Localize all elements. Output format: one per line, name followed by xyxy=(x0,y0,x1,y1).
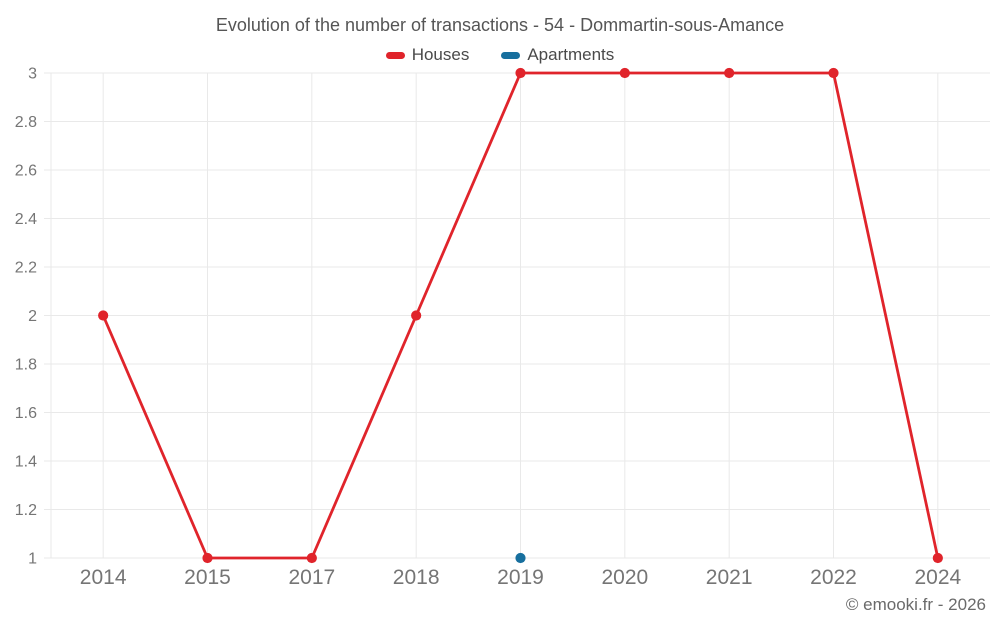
x-axis-label: 2024 xyxy=(914,566,961,589)
legend-label-houses: Houses xyxy=(411,45,470,64)
x-axis-label: 2021 xyxy=(706,566,753,589)
x-axis-label: 2015 xyxy=(184,566,231,589)
data-point-houses[interactable] xyxy=(828,67,839,79)
chart-title: Evolution of the number of transactions … xyxy=(215,15,785,35)
y-axis-label: 2.2 xyxy=(15,260,37,277)
copyright-text: © emooki.fr - 2026 xyxy=(845,595,986,614)
y-axis-label: 2.4 xyxy=(15,211,37,228)
legend-item-apartments[interactable]: Apartments xyxy=(501,45,614,65)
y-axis-label: 1.4 xyxy=(15,454,37,471)
x-axis-label: 2022 xyxy=(810,566,857,589)
data-point-houses[interactable] xyxy=(98,310,109,321)
data-point-houses[interactable] xyxy=(306,552,317,564)
x-axis-label: 2017 xyxy=(288,566,335,589)
y-axis-label: 1.6 xyxy=(15,405,37,422)
apartments-series-swatch xyxy=(501,51,521,59)
x-axis-label: 2020 xyxy=(601,566,648,589)
houses-series-swatch xyxy=(385,51,405,59)
y-axis-label: 1.8 xyxy=(15,357,37,374)
data-point-houses[interactable] xyxy=(932,552,943,564)
x-axis-label: 2018 xyxy=(393,566,440,589)
legend-label-apartments: Apartments xyxy=(527,45,615,64)
legend-item-houses[interactable]: Houses xyxy=(385,45,470,65)
y-axis-label: 2.8 xyxy=(15,114,37,131)
data-point-apartments[interactable] xyxy=(515,552,526,564)
chart-legend: Houses Apartments xyxy=(0,45,1000,65)
data-point-houses[interactable] xyxy=(411,310,422,321)
y-axis-label: 3 xyxy=(28,66,37,83)
data-point-houses[interactable] xyxy=(619,67,630,79)
y-axis-label: 1.2 xyxy=(15,502,37,519)
x-axis-label: 2014 xyxy=(80,566,127,589)
data-point-houses[interactable] xyxy=(515,67,526,79)
y-axis-label: 2 xyxy=(28,308,37,325)
y-axis-label: 2.6 xyxy=(15,163,37,180)
data-point-houses[interactable] xyxy=(724,67,735,79)
x-axis-label: 2019 xyxy=(497,566,544,589)
y-axis-label: 1 xyxy=(28,551,37,568)
data-point-houses[interactable] xyxy=(202,552,213,564)
